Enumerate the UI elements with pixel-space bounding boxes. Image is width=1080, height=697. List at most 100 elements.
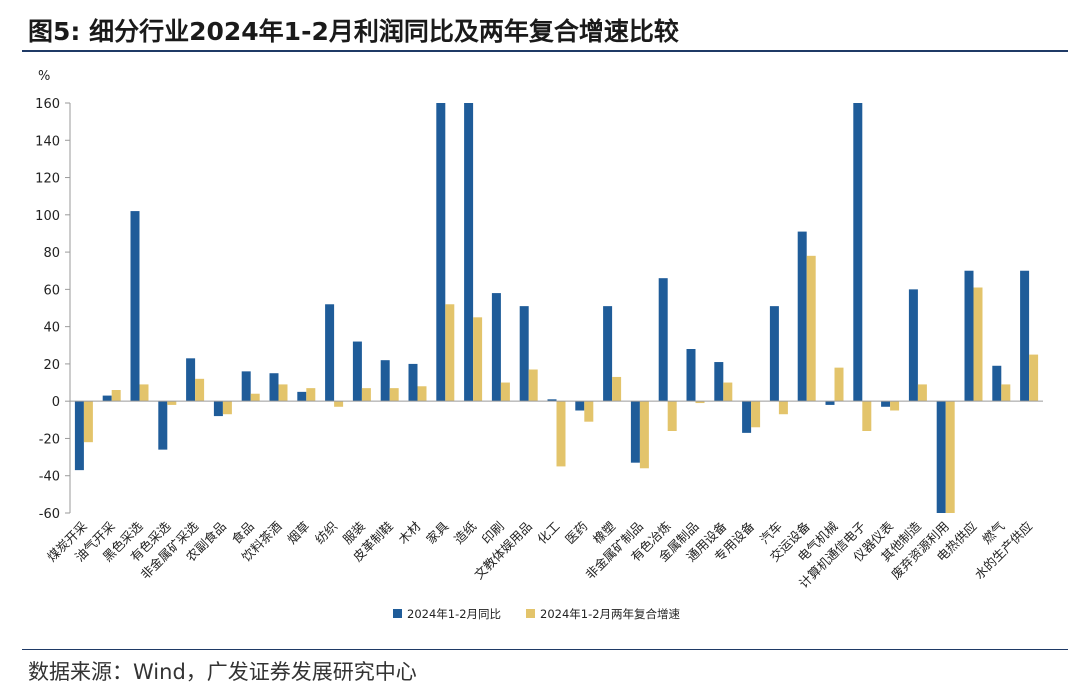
source-note: 数据来源：Wind，广发证券发展研究中心 xyxy=(28,660,417,684)
bar-cagr xyxy=(834,367,844,402)
bar-cagr xyxy=(445,304,455,402)
bar-cagr xyxy=(334,401,344,407)
bar-cagr xyxy=(1001,384,1011,402)
legend-label: 2024年1-2月两年复合增速 xyxy=(540,607,681,621)
bar-yoy xyxy=(102,395,112,402)
x-category-label: 化工 xyxy=(534,519,562,547)
y-tick-label: -20 xyxy=(39,432,60,447)
legend-swatch xyxy=(526,609,535,618)
bar-cagr xyxy=(862,401,872,431)
bar-yoy xyxy=(436,103,446,402)
bar-cagr xyxy=(167,401,177,405)
x-category-label: 家具 xyxy=(423,518,452,547)
bar-yoy xyxy=(325,304,335,402)
bar-yoy xyxy=(186,358,196,402)
bar-cagr xyxy=(528,369,538,402)
bar-cagr xyxy=(612,376,622,402)
bar-yoy xyxy=(603,306,613,402)
bar-yoy xyxy=(547,399,557,402)
bar-cagr xyxy=(556,401,566,467)
bar-yoy xyxy=(658,278,668,402)
bar-cagr xyxy=(945,401,955,513)
bar-cagr xyxy=(973,287,983,402)
bar-cagr xyxy=(500,382,510,402)
x-category-label: 造纸 xyxy=(451,518,480,547)
bars xyxy=(74,103,1039,513)
bar-yoy xyxy=(269,373,279,402)
bar-cagr xyxy=(222,401,232,415)
bar-cagr xyxy=(917,384,927,402)
bar-yoy xyxy=(297,391,307,402)
legend-label: 2024年1-2月同比 xyxy=(407,607,501,621)
bar-cagr xyxy=(890,401,900,411)
x-category-label: 烟草 xyxy=(284,519,312,547)
bar-cagr xyxy=(639,401,649,469)
bar-cagr xyxy=(473,317,483,402)
title-divider xyxy=(22,50,1068,52)
bar-yoy xyxy=(491,293,501,402)
bar-cagr xyxy=(806,255,816,402)
bar-cagr xyxy=(306,388,316,402)
y-axis: % -60 -40 -20 0 20 40 60 80 100 120 140 160 xyxy=(35,69,71,522)
bar-cagr xyxy=(389,388,399,402)
y-tick-label: 100 xyxy=(35,209,60,224)
bar-cagr xyxy=(778,401,788,415)
bar-cagr xyxy=(1029,354,1039,402)
bar-yoy xyxy=(797,231,807,402)
bar-yoy xyxy=(742,401,752,433)
legend: 2024年1-2月同比 2024年1-2月两年复合增速 xyxy=(393,607,681,621)
bar-cagr xyxy=(361,388,371,402)
bar-yoy xyxy=(769,306,779,402)
bar-cagr xyxy=(111,390,121,402)
bar-yoy xyxy=(992,365,1002,402)
bar-yoy xyxy=(853,103,863,402)
bar-yoy xyxy=(575,401,585,411)
bar-yoy xyxy=(825,401,835,405)
y-tick-label: 160 xyxy=(35,97,60,112)
bar-cagr xyxy=(751,401,761,428)
bar-yoy xyxy=(881,401,891,407)
bar-yoy xyxy=(352,341,362,402)
bar-cagr xyxy=(278,384,288,402)
bar-yoy xyxy=(936,401,946,513)
x-category-label: 医药 xyxy=(562,519,590,547)
bar-yoy xyxy=(241,371,251,402)
bar-cagr xyxy=(584,401,594,422)
bar-yoy xyxy=(714,362,724,402)
y-tick-label: 0 xyxy=(52,395,60,410)
y-tick-label: 120 xyxy=(35,172,60,187)
bar-yoy xyxy=(408,363,418,402)
bar-yoy xyxy=(964,270,974,402)
bar-yoy xyxy=(464,103,474,402)
bar-cagr xyxy=(723,382,733,402)
y-tick-label: 20 xyxy=(43,358,60,373)
footer-divider xyxy=(22,649,1068,650)
bar-yoy xyxy=(908,289,918,402)
y-tick-label: 40 xyxy=(43,321,60,336)
x-category-label: 木材 xyxy=(395,519,423,547)
bar-cagr xyxy=(250,393,260,402)
bar-yoy xyxy=(630,401,640,463)
bar-yoy xyxy=(519,306,529,402)
bar-yoy xyxy=(686,349,696,402)
bar-yoy xyxy=(380,360,390,402)
bar-chart: % -60 -40 -20 0 20 40 60 80 100 120 140 160 煤炭开采油气开采… xyxy=(35,69,1043,621)
y-tick-label: 80 xyxy=(43,246,60,261)
x-category-label: 纺织 xyxy=(312,519,340,547)
bar-cagr xyxy=(417,386,427,402)
bar-yoy xyxy=(74,401,84,471)
chart-title: 图5: 细分行业2024年1-2月利润同比及两年复合增速比较 xyxy=(28,17,679,46)
y-axis-unit: % xyxy=(38,69,50,84)
bar-yoy xyxy=(158,401,168,450)
y-tick-label: 140 xyxy=(35,134,60,149)
y-tick-label: -40 xyxy=(39,470,60,485)
bar-cagr xyxy=(139,384,149,402)
y-tick-label: -60 xyxy=(39,507,60,522)
y-tick-label: 60 xyxy=(43,283,60,298)
bar-yoy xyxy=(213,401,223,417)
legend-swatch xyxy=(393,609,402,618)
bar-cagr xyxy=(195,378,205,402)
bar-yoy xyxy=(1020,270,1030,402)
bar-cagr xyxy=(695,401,705,404)
